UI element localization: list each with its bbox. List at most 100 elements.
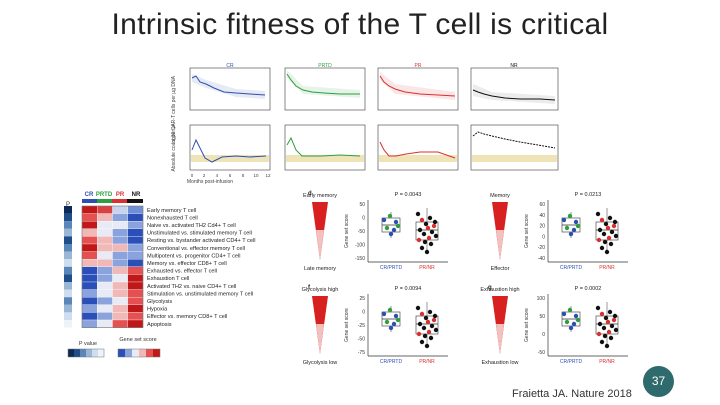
heatmap-row-label: Early memory T cell — [147, 208, 196, 214]
line-prtd-row2 — [286, 136, 361, 157]
heatmap-cell — [81, 213, 98, 222]
heatmap-p-cell — [64, 274, 72, 282]
p-value: P = 0.0213 — [575, 192, 602, 198]
heatmap-cell — [112, 259, 128, 267]
data-point — [595, 305, 601, 311]
heatmap-cells — [64, 205, 144, 328]
data-point — [427, 215, 433, 221]
data-point — [612, 219, 618, 225]
data-point — [431, 223, 437, 229]
data-point — [387, 307, 393, 313]
group-label-pr: PR — [415, 63, 422, 69]
data-point — [608, 335, 614, 341]
heatmap-cell — [81, 281, 98, 290]
data-point — [417, 227, 423, 233]
heatmap-cell — [81, 297, 98, 305]
data-point — [605, 319, 611, 325]
row2-ylabel: Absolute count per µl — [171, 124, 177, 171]
boxplot-top-label: Exhaustion high — [480, 287, 519, 293]
boxplot-ytick: 100 — [537, 296, 546, 302]
boxplot-ytick: -25 — [358, 323, 365, 329]
data-point — [381, 311, 387, 317]
group-label-right: PR/NR — [599, 265, 615, 271]
data-point — [608, 241, 614, 247]
xtick: 0 — [191, 173, 194, 178]
data-point — [609, 229, 615, 235]
heatmap-cell — [112, 274, 128, 283]
data-point — [388, 325, 394, 331]
heatmap-cell — [112, 236, 128, 245]
heatmap-cell — [81, 312, 98, 321]
data-point — [416, 331, 422, 337]
heatmap-cell — [81, 205, 98, 214]
p-value: P = 0.0043 — [395, 192, 422, 198]
boxplot-ytick: -20 — [538, 245, 545, 251]
heatmap-cell — [112, 289, 128, 298]
heatmap-row-label: Glycolysis — [147, 299, 172, 305]
boxplot-panel: Memory Effector Gene set score 60 40 20 0 -20 -4… — [490, 192, 628, 272]
data-point — [384, 225, 390, 231]
boxplot-ytick: 25 — [359, 296, 365, 302]
heatmap-row-label: Unstimulated vs. stimulated memory T cel… — [147, 231, 252, 237]
heatmap-cell — [97, 259, 113, 267]
boxplot-ytick: -40 — [538, 256, 545, 262]
data-point — [568, 231, 574, 237]
ci-prtd-row1 — [287, 70, 360, 98]
top-xlabel: Months post-infusion — [187, 179, 233, 185]
heatmap-row-label: Hypoxia — [147, 307, 168, 313]
heatmap-cell — [127, 266, 144, 275]
heatmap-cell — [112, 221, 128, 229]
heatmap-cell — [127, 281, 144, 290]
ci-pr-row1 — [380, 72, 455, 100]
data-point — [611, 223, 617, 229]
data-point — [603, 315, 609, 321]
heatmap-cell — [112, 319, 128, 328]
data-point — [393, 219, 399, 225]
line-cr-row1 — [191, 75, 266, 96]
data-point — [425, 319, 431, 325]
heatmap-cell — [127, 259, 144, 267]
row2-panel-nr — [470, 124, 559, 171]
heatmap-cell — [127, 205, 144, 214]
data-point — [421, 325, 427, 331]
heatmap-row-label: Resting vs. bystander activated CD4+ T c… — [147, 238, 255, 244]
ci-cr-row1 — [192, 74, 265, 99]
xtick: 2 — [203, 173, 206, 178]
data-point — [571, 321, 577, 327]
heatmap-p-cell — [64, 251, 72, 260]
data-point — [433, 233, 439, 239]
data-point — [391, 227, 397, 233]
boxplot-ytick: 20 — [539, 224, 545, 230]
boxplot-ytick: -50 — [538, 350, 545, 356]
data-point — [607, 215, 613, 221]
data-point — [597, 227, 603, 233]
boxplot-ytick: 0 — [362, 216, 365, 222]
heatmap-cell — [97, 312, 113, 321]
heatmap-cell — [81, 304, 98, 313]
xtick: 10 — [253, 173, 259, 178]
row1-ylabel: log10 CAR-T cells per µg DNA — [171, 75, 177, 143]
line-nr-row2 — [472, 131, 556, 149]
heatmap-row-label: Multipotent vs. progenitor CD4+ T cell — [147, 253, 241, 259]
boxplot-bottom-label: Exhaustion low — [482, 360, 519, 366]
data-point — [417, 321, 423, 327]
heatmap-cell — [81, 236, 98, 245]
heatmap-row-label: Exhausted vs. effector T cell — [147, 269, 217, 275]
heatmap-cell — [97, 213, 113, 222]
heatmap-cell — [112, 213, 128, 222]
boxplot-top-label: Early memory — [303, 193, 337, 199]
row2-panel-prtd — [284, 124, 366, 171]
data-point — [419, 311, 425, 317]
data-point — [425, 225, 431, 231]
group-label-left: CR/PRTD — [380, 265, 403, 271]
data-point — [599, 339, 605, 345]
heatmap-cell — [97, 297, 113, 305]
heatmap-col-pr: PR — [116, 192, 125, 198]
heatmap-cell — [112, 205, 128, 214]
boxplot-ytick: 50 — [539, 314, 545, 320]
heatmap-row-label: Activated TH2 vs. naive CD4+ T cell — [147, 284, 236, 290]
heatmap-cell — [97, 319, 113, 328]
heatmap-p-cell — [64, 320, 72, 328]
